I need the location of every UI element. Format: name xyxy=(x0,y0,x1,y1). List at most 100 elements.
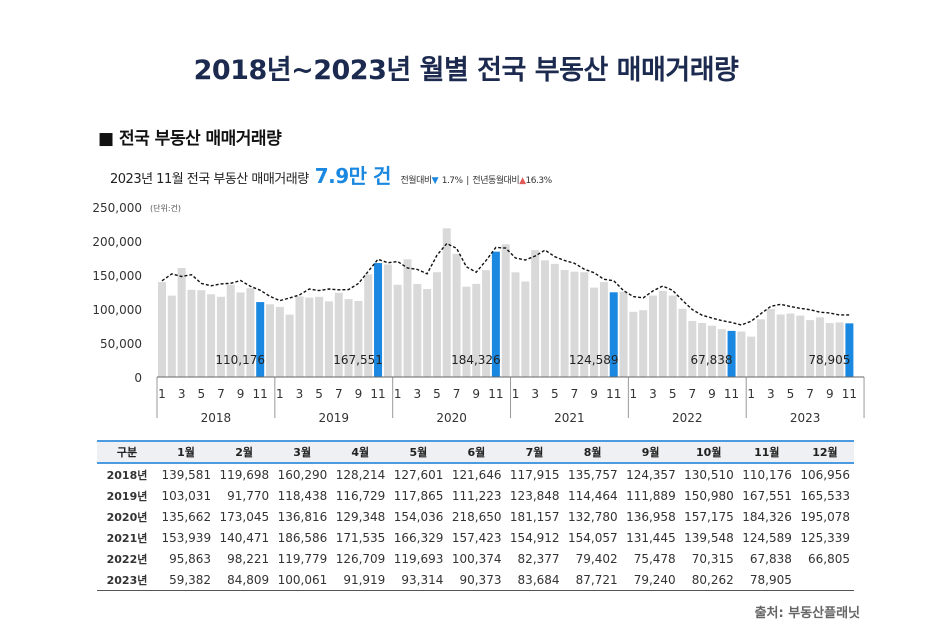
unit-label: (단위:건) xyxy=(150,203,181,213)
row-year: 2023년 xyxy=(97,569,157,591)
table-cell: 130,510 xyxy=(684,467,734,482)
x-tick-label: 5 xyxy=(669,387,677,401)
bar xyxy=(432,272,441,377)
table-cell: 84,809 xyxy=(215,569,274,591)
bar xyxy=(344,299,353,377)
table-cell: 124,357 xyxy=(626,467,676,482)
bar xyxy=(658,290,667,377)
bar xyxy=(786,313,795,377)
down-arrow-icon: ▼ xyxy=(431,176,439,186)
table-cell: 154,036 xyxy=(393,509,444,524)
table-cell: 100,374 xyxy=(451,551,502,566)
bar xyxy=(717,329,726,377)
x-tick-label: 7 xyxy=(806,387,814,401)
year-label: 2020 xyxy=(436,411,467,425)
bar xyxy=(295,296,304,377)
x-tick-label: 9 xyxy=(355,387,363,401)
table-cell: 157,423 xyxy=(451,530,502,545)
bar xyxy=(825,323,834,377)
bar xyxy=(442,228,451,377)
mom-label: 전월대비 xyxy=(400,176,433,186)
x-tick-label: 11 xyxy=(253,387,268,401)
x-tick-label: 7 xyxy=(571,387,579,401)
bar xyxy=(511,272,520,377)
x-tick-label: 3 xyxy=(531,387,539,401)
highlight-bar xyxy=(374,263,383,377)
up-arrow-icon: ▲ xyxy=(519,176,526,186)
table-cell: 119,693 xyxy=(393,551,444,566)
x-tick-label: 11 xyxy=(488,387,503,401)
bar xyxy=(835,322,844,377)
bar xyxy=(266,304,275,377)
bar xyxy=(590,287,599,377)
table-cell: 131,445 xyxy=(626,530,676,545)
table-cell: 91,919 xyxy=(331,569,390,591)
x-tick-label: 11 xyxy=(842,387,857,401)
table-cell: 140,471 xyxy=(219,530,270,545)
bar xyxy=(570,271,579,377)
table-cell: 167,551 xyxy=(742,488,792,503)
table-cell: 111,223 xyxy=(451,488,502,503)
table-header-cell: 7월 xyxy=(505,440,564,464)
section-title: ■ 전국 부동산 매매거래량 xyxy=(98,129,282,149)
table-cell: 173,045 xyxy=(219,509,270,524)
x-tick-label: 5 xyxy=(433,387,441,401)
table-cell: 139,581 xyxy=(161,467,212,482)
bar xyxy=(324,301,333,377)
bar xyxy=(246,288,255,377)
row-year: 2019년 xyxy=(106,489,148,503)
bar xyxy=(275,306,284,377)
bar xyxy=(560,269,569,377)
table-cell: 121,646 xyxy=(451,467,502,482)
bar xyxy=(177,268,186,377)
bar-data-label: 78,905 xyxy=(808,353,850,367)
table-cell: 154,912 xyxy=(509,530,560,545)
x-tick-label: 9 xyxy=(826,387,834,401)
bar xyxy=(305,297,314,377)
x-tick-label: 7 xyxy=(217,387,225,401)
bar xyxy=(501,244,510,377)
x-tick-label: 11 xyxy=(724,387,739,401)
x-tick-label: 5 xyxy=(551,387,559,401)
bar xyxy=(236,292,245,377)
x-tick-label: 3 xyxy=(178,387,186,401)
table-cell: 165,533 xyxy=(800,488,850,503)
table-header-cell: 10월 xyxy=(679,440,738,464)
table-cell: 59,382 xyxy=(157,569,216,591)
y-tick-label: 50,000 xyxy=(100,337,142,351)
data-table: 구분 1월 2월 3월 4월 5월 6월 7월 8월 9월 10월 11월 12월 2018년 139,5… xyxy=(97,440,854,591)
x-tick-label: 1 xyxy=(630,387,638,401)
bar xyxy=(364,274,373,377)
table-cell: 181,157 xyxy=(509,509,560,524)
bar xyxy=(747,336,756,377)
table-row: 2020년 135,662 173,045 136,816 129,348 154,036… xyxy=(97,506,854,527)
bar xyxy=(216,296,225,377)
bar-data-label: 67,838 xyxy=(691,353,733,367)
bar xyxy=(285,314,294,377)
x-tick-label: 7 xyxy=(335,387,343,401)
table-cell: 93,314 xyxy=(389,569,448,591)
table-cell: 116,729 xyxy=(335,488,386,503)
table-cell: 83,684 xyxy=(505,569,564,591)
table-row: 2022년 95,863 98,221 119,779 126,709 119,693 10… xyxy=(97,548,854,569)
table-header-cell: 구분 xyxy=(97,440,157,464)
bar xyxy=(629,311,638,377)
bar xyxy=(158,282,166,377)
table-cell: 79,402 xyxy=(575,551,618,566)
row-year: 2020년 xyxy=(106,510,148,524)
bar-data-label: 124,589 xyxy=(569,353,619,367)
table-cell: 98,221 xyxy=(227,551,270,566)
table-cell: 91,770 xyxy=(227,488,270,503)
table-cell: 126,709 xyxy=(335,551,386,566)
table-cell: 127,601 xyxy=(393,467,444,482)
table-cell: 79,240 xyxy=(621,569,680,591)
bar xyxy=(187,289,196,377)
bar xyxy=(167,295,176,377)
bar xyxy=(776,314,785,377)
bar xyxy=(806,320,815,377)
bar xyxy=(619,291,628,377)
table-cell: 160,290 xyxy=(277,467,328,482)
bar xyxy=(649,295,657,377)
bar xyxy=(678,308,687,377)
table-cell: 111,889 xyxy=(626,488,676,503)
